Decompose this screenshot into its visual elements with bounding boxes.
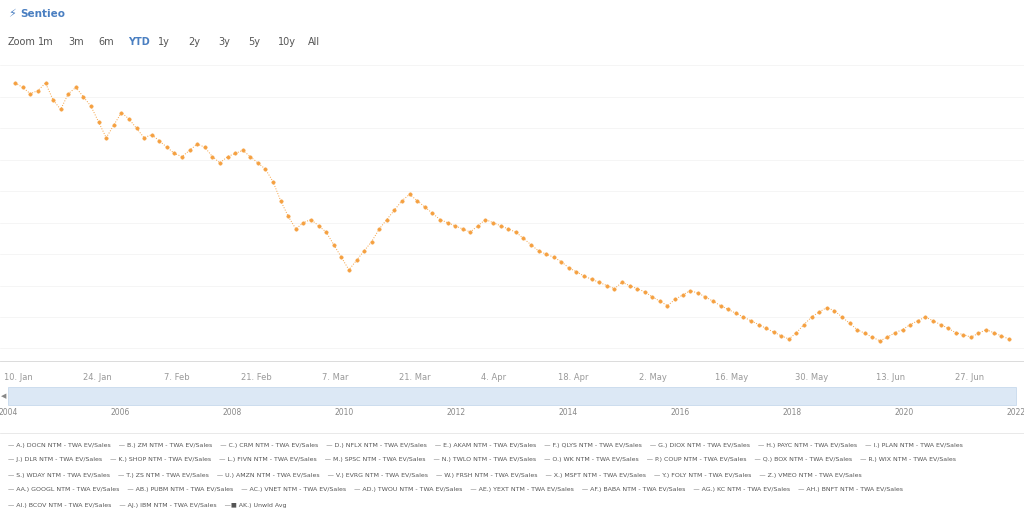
- Bar: [8, 387, 1016, 405]
- Text: 21. Mar: 21. Mar: [399, 373, 430, 382]
- Text: 2012: 2012: [446, 408, 466, 417]
- Text: 2020: 2020: [894, 408, 913, 417]
- Text: 2014: 2014: [558, 408, 578, 417]
- Text: 1y: 1y: [158, 37, 170, 47]
- Text: — A.) DOCN NTM - TWA EV/Sales    — B.) ZM NTM - TWA EV/Sales    — C.) CRM NTM - : — A.) DOCN NTM - TWA EV/Sales — B.) ZM N…: [8, 443, 963, 447]
- Text: 4. Apr: 4. Apr: [481, 373, 507, 382]
- Text: 2010: 2010: [335, 408, 353, 417]
- Text: — S.) WDAY NTM - TWA EV/Sales    — T.) ZS NTM - TWA EV/Sales    — U.) AMZN NTM -: — S.) WDAY NTM - TWA EV/Sales — T.) ZS N…: [8, 472, 862, 478]
- Text: YTD: YTD: [128, 37, 150, 47]
- Text: SIGN UP: SIGN UP: [1002, 10, 1024, 18]
- Text: Jul 03, 2022: Jul 03, 2022: [267, 9, 332, 19]
- Text: 2008: 2008: [222, 408, 242, 417]
- Text: — AA.) GOOGL NTM - TWA EV/Sales    — AB.) PUBM NTM - TWA EV/Sales    — AC.) VNET: — AA.) GOOGL NTM - TWA EV/Sales — AB.) P…: [8, 487, 903, 492]
- Text: 10y: 10y: [278, 37, 296, 47]
- Text: — J.) DLR NTM - TWA EV/Sales    — K.) SHOP NTM - TWA EV/Sales    — L.) FIVN NTM : — J.) DLR NTM - TWA EV/Sales — K.) SHOP …: [8, 458, 956, 463]
- Text: 18. Apr: 18. Apr: [558, 373, 589, 382]
- Text: 2006: 2006: [111, 408, 130, 417]
- Text: Zoom: Zoom: [8, 37, 36, 47]
- Text: 7. Feb: 7. Feb: [164, 373, 189, 382]
- Text: ↺ Share Link: ↺ Share Link: [925, 10, 979, 18]
- Text: 2018: 2018: [782, 408, 802, 417]
- Text: ⚡: ⚡: [8, 9, 15, 19]
- Text: 3y: 3y: [218, 37, 229, 47]
- Text: 24. Jan: 24. Jan: [83, 373, 112, 382]
- Text: OPEN PLOTTER: OPEN PLOTTER: [833, 10, 896, 18]
- Text: EV/NTM Sales for current CLOU ETF Holdings: EV/NTM Sales for current CLOU ETF Holdin…: [72, 9, 290, 19]
- Text: 27. Jun: 27. Jun: [955, 373, 984, 382]
- Text: 2016: 2016: [671, 408, 689, 417]
- Text: 2y: 2y: [188, 37, 200, 47]
- Text: All: All: [308, 37, 321, 47]
- Text: ◀: ◀: [1, 393, 7, 399]
- Text: 1m: 1m: [38, 37, 53, 47]
- Text: 3m: 3m: [68, 37, 84, 47]
- Text: 2. May: 2. May: [639, 373, 667, 382]
- Text: 5y: 5y: [248, 37, 260, 47]
- Text: 13. Jun: 13. Jun: [877, 373, 905, 382]
- Text: 2004: 2004: [0, 408, 17, 417]
- Text: — AI.) BCOV NTM - TWA EV/Sales    — AJ.) IBM NTM - TWA EV/Sales    —■ AK.) Unwld: — AI.) BCOV NTM - TWA EV/Sales — AJ.) IB…: [8, 503, 287, 507]
- Text: 21. Feb: 21. Feb: [241, 373, 271, 382]
- FancyBboxPatch shape: [2, 2, 63, 26]
- Text: 30. May: 30. May: [795, 373, 828, 382]
- Text: 7. Mar: 7. Mar: [323, 373, 348, 382]
- Text: 16. May: 16. May: [716, 373, 749, 382]
- Text: 6m: 6m: [98, 37, 114, 47]
- Text: 10. Jan: 10. Jan: [4, 373, 33, 382]
- Text: Sentieo: Sentieo: [20, 9, 65, 19]
- Text: 2022: 2022: [1007, 408, 1024, 417]
